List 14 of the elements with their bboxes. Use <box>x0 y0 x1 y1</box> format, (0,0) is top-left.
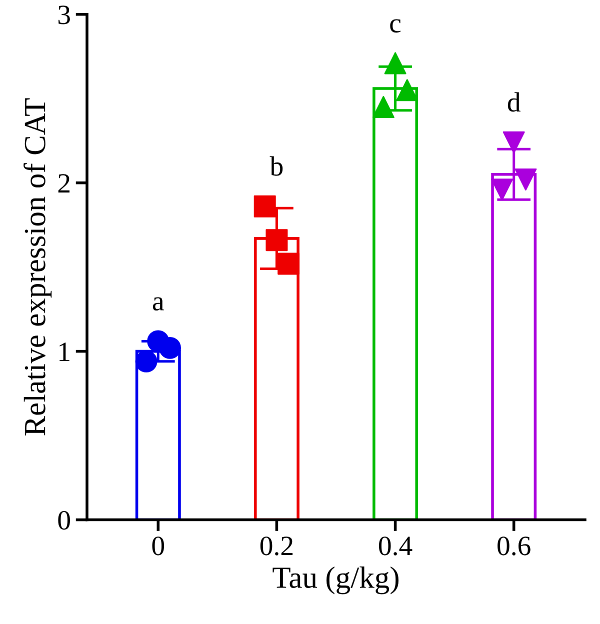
y-tick-label: 1 <box>60 342 70 361</box>
y-axis-title: Relative expression of CAT <box>24 98 52 436</box>
x-tick-label: 0 <box>152 536 164 556</box>
y-tick-label: 3 <box>58 6 70 24</box>
y-tick-label: 2 <box>58 174 70 192</box>
annotation: b <box>270 156 283 176</box>
x-tick-label: 0.2 <box>260 536 293 556</box>
annotation: a <box>152 297 164 311</box>
annotation: c <box>390 19 401 33</box>
x-axis-title: Tau (g/kg) <box>272 566 398 594</box>
annotation: d <box>508 92 520 112</box>
x-tick-label: 0.4 <box>378 536 412 556</box>
y-tick-label: 0 <box>58 510 70 530</box>
x-tick-label: 0.6 <box>498 536 530 556</box>
